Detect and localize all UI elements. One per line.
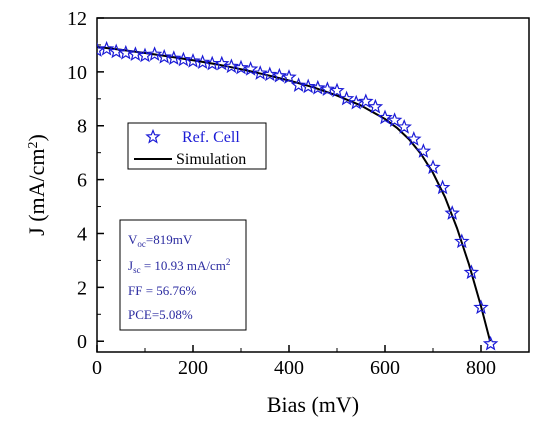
ref-cell-point xyxy=(252,65,268,80)
ref-cell-point xyxy=(434,179,451,195)
ref-cell-point xyxy=(473,299,489,315)
legend-ref-label: Ref. Cell xyxy=(182,129,240,146)
ref-cell-point xyxy=(118,44,134,60)
ref-cell-point xyxy=(415,143,432,158)
ref-cell-point xyxy=(482,335,499,351)
ref-cell-point xyxy=(310,79,326,95)
ref-cell-point xyxy=(290,77,307,92)
ref-cell-point xyxy=(194,54,211,70)
ref-cell-point xyxy=(396,118,412,134)
ref-cell-point xyxy=(98,40,115,56)
ref-cell-point xyxy=(463,264,480,280)
ref-cell-point xyxy=(425,159,441,175)
pce-text: PCE=5.08% xyxy=(128,307,193,322)
ref-cell-point xyxy=(242,61,259,76)
y-tick-label: 8 xyxy=(77,116,87,138)
ref-cell-point xyxy=(175,51,192,67)
y-tick-label: 0 xyxy=(77,331,87,353)
ref-cell-markers xyxy=(97,40,499,351)
legend-star-icon xyxy=(145,128,161,144)
ref-cell-point xyxy=(108,43,124,59)
legend-sim-label: Simulation xyxy=(176,151,246,168)
x-axis-title: Bias (mV) xyxy=(267,392,359,417)
x-tick-label: 400 xyxy=(274,357,304,379)
x-axis-ticks: 0 200 400 600 800 xyxy=(92,345,496,379)
ref-cell-point xyxy=(319,81,336,96)
ref-cell-point xyxy=(271,67,288,83)
ref-cell-point xyxy=(223,58,240,74)
ref-cell-point xyxy=(338,90,355,106)
ref-cell-point xyxy=(214,55,230,71)
y-tick-label: 10 xyxy=(67,62,87,84)
voc-text: Voc=819mV xyxy=(128,232,193,249)
ref-cell-point xyxy=(281,69,297,84)
y-tick-label: 2 xyxy=(77,277,87,299)
ref-cell-point xyxy=(358,93,374,109)
x-tick-label: 800 xyxy=(466,357,496,379)
y-tick-label: 12 xyxy=(67,8,87,30)
ref-cell-point xyxy=(156,48,172,64)
ff-text: FF = 56.76% xyxy=(128,283,197,298)
y-axis-ticks: 0 2 4 6 8 10 12 xyxy=(67,8,104,353)
jsc-text: Jsc = 10.93 mA/cm2 xyxy=(128,257,230,275)
ref-cell-point xyxy=(377,109,393,125)
ref-cell-point xyxy=(166,50,182,66)
y-tick-label: 6 xyxy=(77,170,87,192)
ref-cell-point xyxy=(386,112,403,127)
x-tick-label: 200 xyxy=(178,357,208,379)
y-axis-title: J (mA/cm2) xyxy=(24,134,49,236)
ref-cell-point xyxy=(300,78,316,94)
ref-cell-point xyxy=(329,82,345,98)
ref-cell-point xyxy=(127,46,144,61)
legend: Ref. Cell Simulation xyxy=(127,122,267,170)
ref-cell-point xyxy=(454,233,470,249)
ref-cell-point xyxy=(262,66,278,82)
parameter-box: Voc=819mV Jsc = 10.93 mA/cm2 FF = 56.76%… xyxy=(119,219,247,331)
ref-cell-point xyxy=(185,52,201,68)
ref-cell-point xyxy=(233,59,249,75)
ref-cell-point xyxy=(367,98,384,114)
ref-cell-point xyxy=(444,205,460,220)
x-tick-label: 600 xyxy=(370,357,400,379)
ref-cell-point xyxy=(146,46,163,61)
ref-cell-point xyxy=(406,131,422,146)
y-tick-label: 4 xyxy=(77,223,87,245)
x-tick-label: 0 xyxy=(92,357,102,379)
